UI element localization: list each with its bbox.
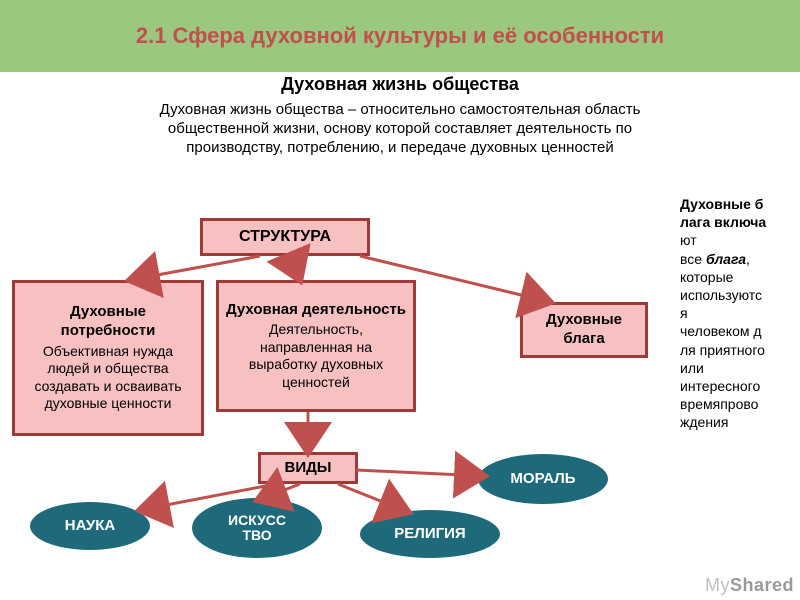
box-needs-body: Объективная нужда людей и общества созда… <box>21 343 195 413</box>
box-structure-title: СТРУКТУРА <box>239 227 331 247</box>
ellipse-art-label: ИСКУСС ТВО <box>228 513 286 544</box>
ellipse-science-label: НАУКА <box>65 518 115 535</box>
box-goods-title: Духовные блага <box>529 311 639 349</box>
box-goods: Духовные блага <box>520 302 648 358</box>
box-types-title: ВИДЫ <box>285 459 332 478</box>
diagram-subtitle-text: Духовная жизнь общества <box>281 74 519 94</box>
ellipse-science: НАУКА <box>30 502 150 550</box>
sidebar-line: или <box>680 359 798 377</box>
arrow <box>290 256 300 280</box>
box-activity: Духовная деятельность Деятельность, напр… <box>216 280 416 412</box>
box-structure: СТРУКТУРА <box>200 218 370 256</box>
ellipse-art: ИСКУСС ТВО <box>192 498 322 558</box>
sidebar-note: Духовные блага включаютвсе блага,которые… <box>680 195 798 431</box>
box-activity-body: Деятельность, направленная на выработку … <box>225 321 407 391</box>
sidebar-line: Духовные б <box>680 195 798 213</box>
definition-text: Духовная жизнь общества – относительно с… <box>160 101 641 156</box>
sidebar-line: ют <box>680 231 798 249</box>
sidebar-line: лага включа <box>680 213 798 231</box>
ellipse-religion: РЕЛИГИЯ <box>360 510 500 558</box>
box-needs: Духовные потребности Объективная нужда л… <box>12 280 204 436</box>
arrow <box>356 470 484 476</box>
box-types: ВИДЫ <box>258 452 358 484</box>
ellipse-religion-label: РЕЛИГИЯ <box>394 526 465 543</box>
box-activity-title: Духовная деятельность <box>226 301 406 320</box>
watermark-plain: My <box>705 575 730 595</box>
sidebar-line: человеком д <box>680 322 798 340</box>
sidebar-line: ждения <box>680 413 798 431</box>
watermark-bold: Shared <box>730 575 794 595</box>
diagram-subtitle: Духовная жизнь общества <box>0 74 800 95</box>
slide-header-text: 2.1 Сфера духовной культуры и её особенн… <box>136 23 664 48</box>
sidebar-line: времяпрово <box>680 395 798 413</box>
sidebar-line: используютс <box>680 286 798 304</box>
watermark: MyShared <box>705 575 794 596</box>
definition-paragraph: Духовная жизнь общества – относительно с… <box>155 101 645 157</box>
box-needs-title: Духовные потребности <box>21 303 195 341</box>
sidebar-line: все блага, <box>680 250 798 268</box>
sidebar-line: я <box>680 304 798 322</box>
arrow <box>338 484 408 512</box>
arrow <box>130 256 260 280</box>
sidebar-line: интересного <box>680 377 798 395</box>
sidebar-line: ля приятного <box>680 341 798 359</box>
slide-header: 2.1 Сфера духовной культуры и её особенн… <box>0 0 800 72</box>
ellipse-moral-label: МОРАЛЬ <box>510 471 575 488</box>
sidebar-line: которые <box>680 268 798 286</box>
ellipse-moral: МОРАЛЬ <box>478 454 608 504</box>
